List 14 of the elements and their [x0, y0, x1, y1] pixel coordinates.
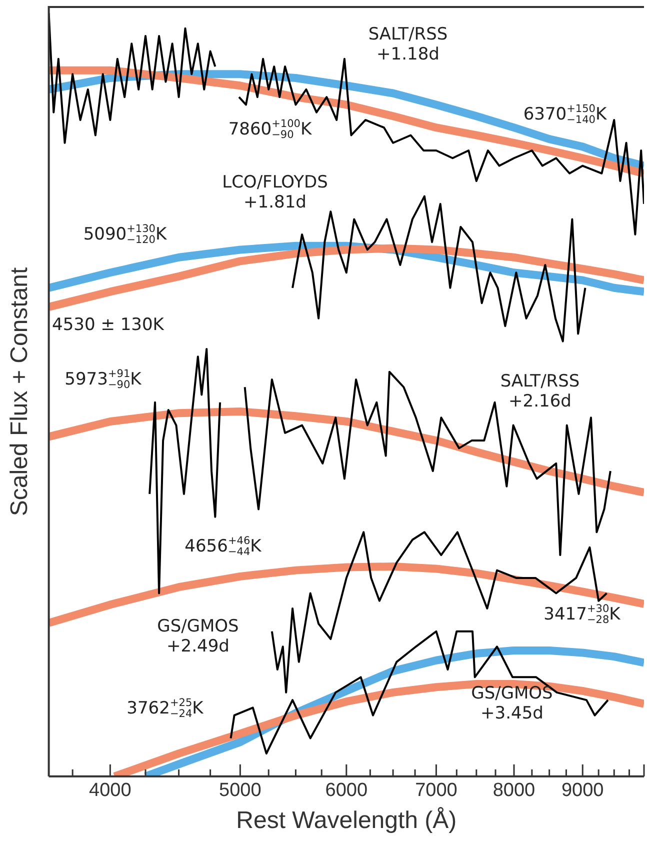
annotation: 4530 ± 130K: [52, 314, 164, 336]
x-axis-title: Rest Wavelength (Å): [236, 807, 457, 834]
y-axis-title: Scaled Flux + Constant: [6, 266, 34, 516]
x-tick-label: 9000: [561, 780, 604, 802]
annotation: SALT/RSS +1.18d: [368, 24, 448, 66]
x-tick-label: 4000: [89, 780, 132, 802]
x-tick-label: 7000: [415, 780, 458, 802]
annotation: GS/GMOS +2.49d: [157, 616, 239, 658]
annotation: LCO/FLOYDS +1.81d: [222, 172, 328, 214]
x-tick-label: 6000: [325, 780, 368, 802]
x-tick-label: 5000: [219, 780, 262, 802]
annotation: SALT/RSS +2.16d: [500, 372, 580, 412]
x-tick-label: 8000: [492, 780, 536, 802]
annotation: GS/GMOS +3.45d: [471, 684, 553, 724]
